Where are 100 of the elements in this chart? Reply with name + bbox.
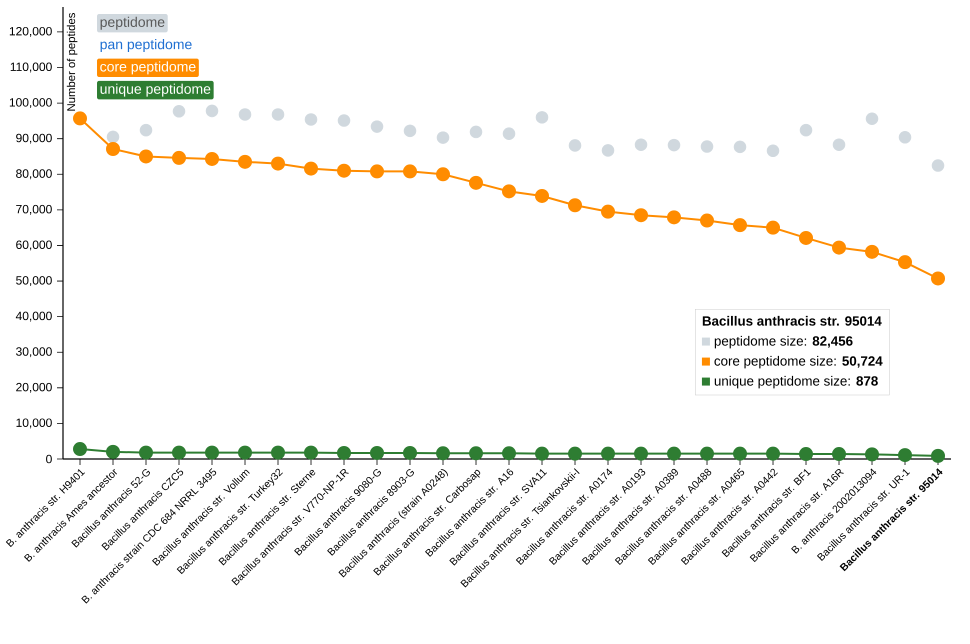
point (304, 446, 318, 460)
legend-label: pan peptidome (100, 39, 192, 52)
point (370, 446, 384, 460)
point (832, 447, 846, 462)
point (502, 127, 516, 140)
point (304, 113, 318, 126)
annotation: Bacillus anthracis str. 95014 (702, 316, 882, 326)
point (667, 446, 682, 461)
point (634, 138, 648, 152)
point (272, 108, 284, 121)
point (106, 130, 120, 144)
point (766, 220, 780, 235)
point (470, 126, 482, 138)
point (172, 105, 186, 118)
point (932, 159, 944, 172)
point (139, 149, 154, 164)
y-tick-label: 50,000 (16, 276, 52, 286)
y-tick-label: 30,000 (16, 347, 52, 358)
point (206, 104, 218, 118)
point (502, 446, 516, 460)
annotation: unique peptidome size: 878 (714, 376, 878, 388)
point (403, 446, 418, 460)
point (370, 164, 384, 178)
point (832, 240, 846, 255)
point (700, 446, 714, 461)
point (238, 154, 252, 169)
point (271, 446, 286, 460)
point (238, 446, 252, 460)
point (601, 204, 616, 219)
point (502, 184, 516, 198)
point (238, 108, 252, 121)
point (734, 140, 746, 154)
y-tick-label: 10,000 (16, 418, 52, 428)
point (337, 164, 352, 178)
point (403, 164, 418, 178)
point (931, 271, 946, 286)
y-tick-label: 90,000 (16, 134, 52, 144)
point (634, 208, 648, 222)
point (667, 210, 682, 224)
y-axis-title: Number of peptides (66, 13, 78, 111)
point (766, 446, 780, 461)
point (898, 130, 912, 144)
point (469, 176, 484, 190)
point (205, 152, 220, 166)
point (898, 255, 912, 270)
point (865, 447, 880, 462)
point (73, 111, 88, 126)
point (436, 167, 450, 182)
point (106, 444, 120, 459)
point (931, 448, 946, 463)
point (106, 142, 120, 156)
point (866, 112, 878, 126)
point (668, 138, 680, 152)
annotation: core peptidome size: 50,724 (714, 356, 883, 368)
y-tick-label: 120,000 (10, 26, 52, 37)
point (436, 446, 450, 460)
point (535, 446, 550, 461)
point (536, 111, 548, 124)
point (601, 446, 616, 461)
point (766, 144, 780, 158)
point (271, 156, 286, 171)
point (568, 198, 582, 212)
point (205, 446, 220, 460)
point (139, 446, 154, 460)
y-tick-label: 100,000 (10, 98, 52, 108)
point (634, 446, 648, 461)
point (304, 162, 318, 176)
point (337, 446, 352, 460)
point (73, 442, 88, 456)
point (172, 446, 186, 460)
y-tick-label: 60,000 (16, 240, 52, 250)
point (370, 120, 384, 133)
point (799, 447, 814, 462)
point (733, 218, 748, 232)
point (898, 448, 912, 462)
point (700, 140, 714, 153)
point (800, 124, 812, 136)
point (404, 124, 416, 138)
point (832, 138, 846, 152)
text: unique peptidome (100, 84, 210, 97)
point (338, 114, 350, 127)
point (700, 214, 714, 228)
y-tick-label: 110,000 (10, 62, 52, 72)
y-tick-label: 70,000 (16, 204, 52, 215)
point (436, 131, 450, 144)
text: peptidome (100, 16, 164, 30)
y-tick-label: 80,000 (16, 169, 52, 180)
point (733, 446, 748, 461)
point (799, 230, 814, 245)
point (602, 144, 614, 157)
point (568, 446, 582, 461)
point (469, 446, 484, 460)
point (535, 188, 550, 203)
point (568, 139, 582, 152)
point (172, 150, 186, 165)
point (865, 244, 880, 259)
point (140, 124, 152, 136)
annotation: peptidome size: 82,456 (714, 336, 853, 348)
y-tick-label: 20,000 (16, 382, 52, 393)
text: core peptidome (100, 61, 196, 74)
